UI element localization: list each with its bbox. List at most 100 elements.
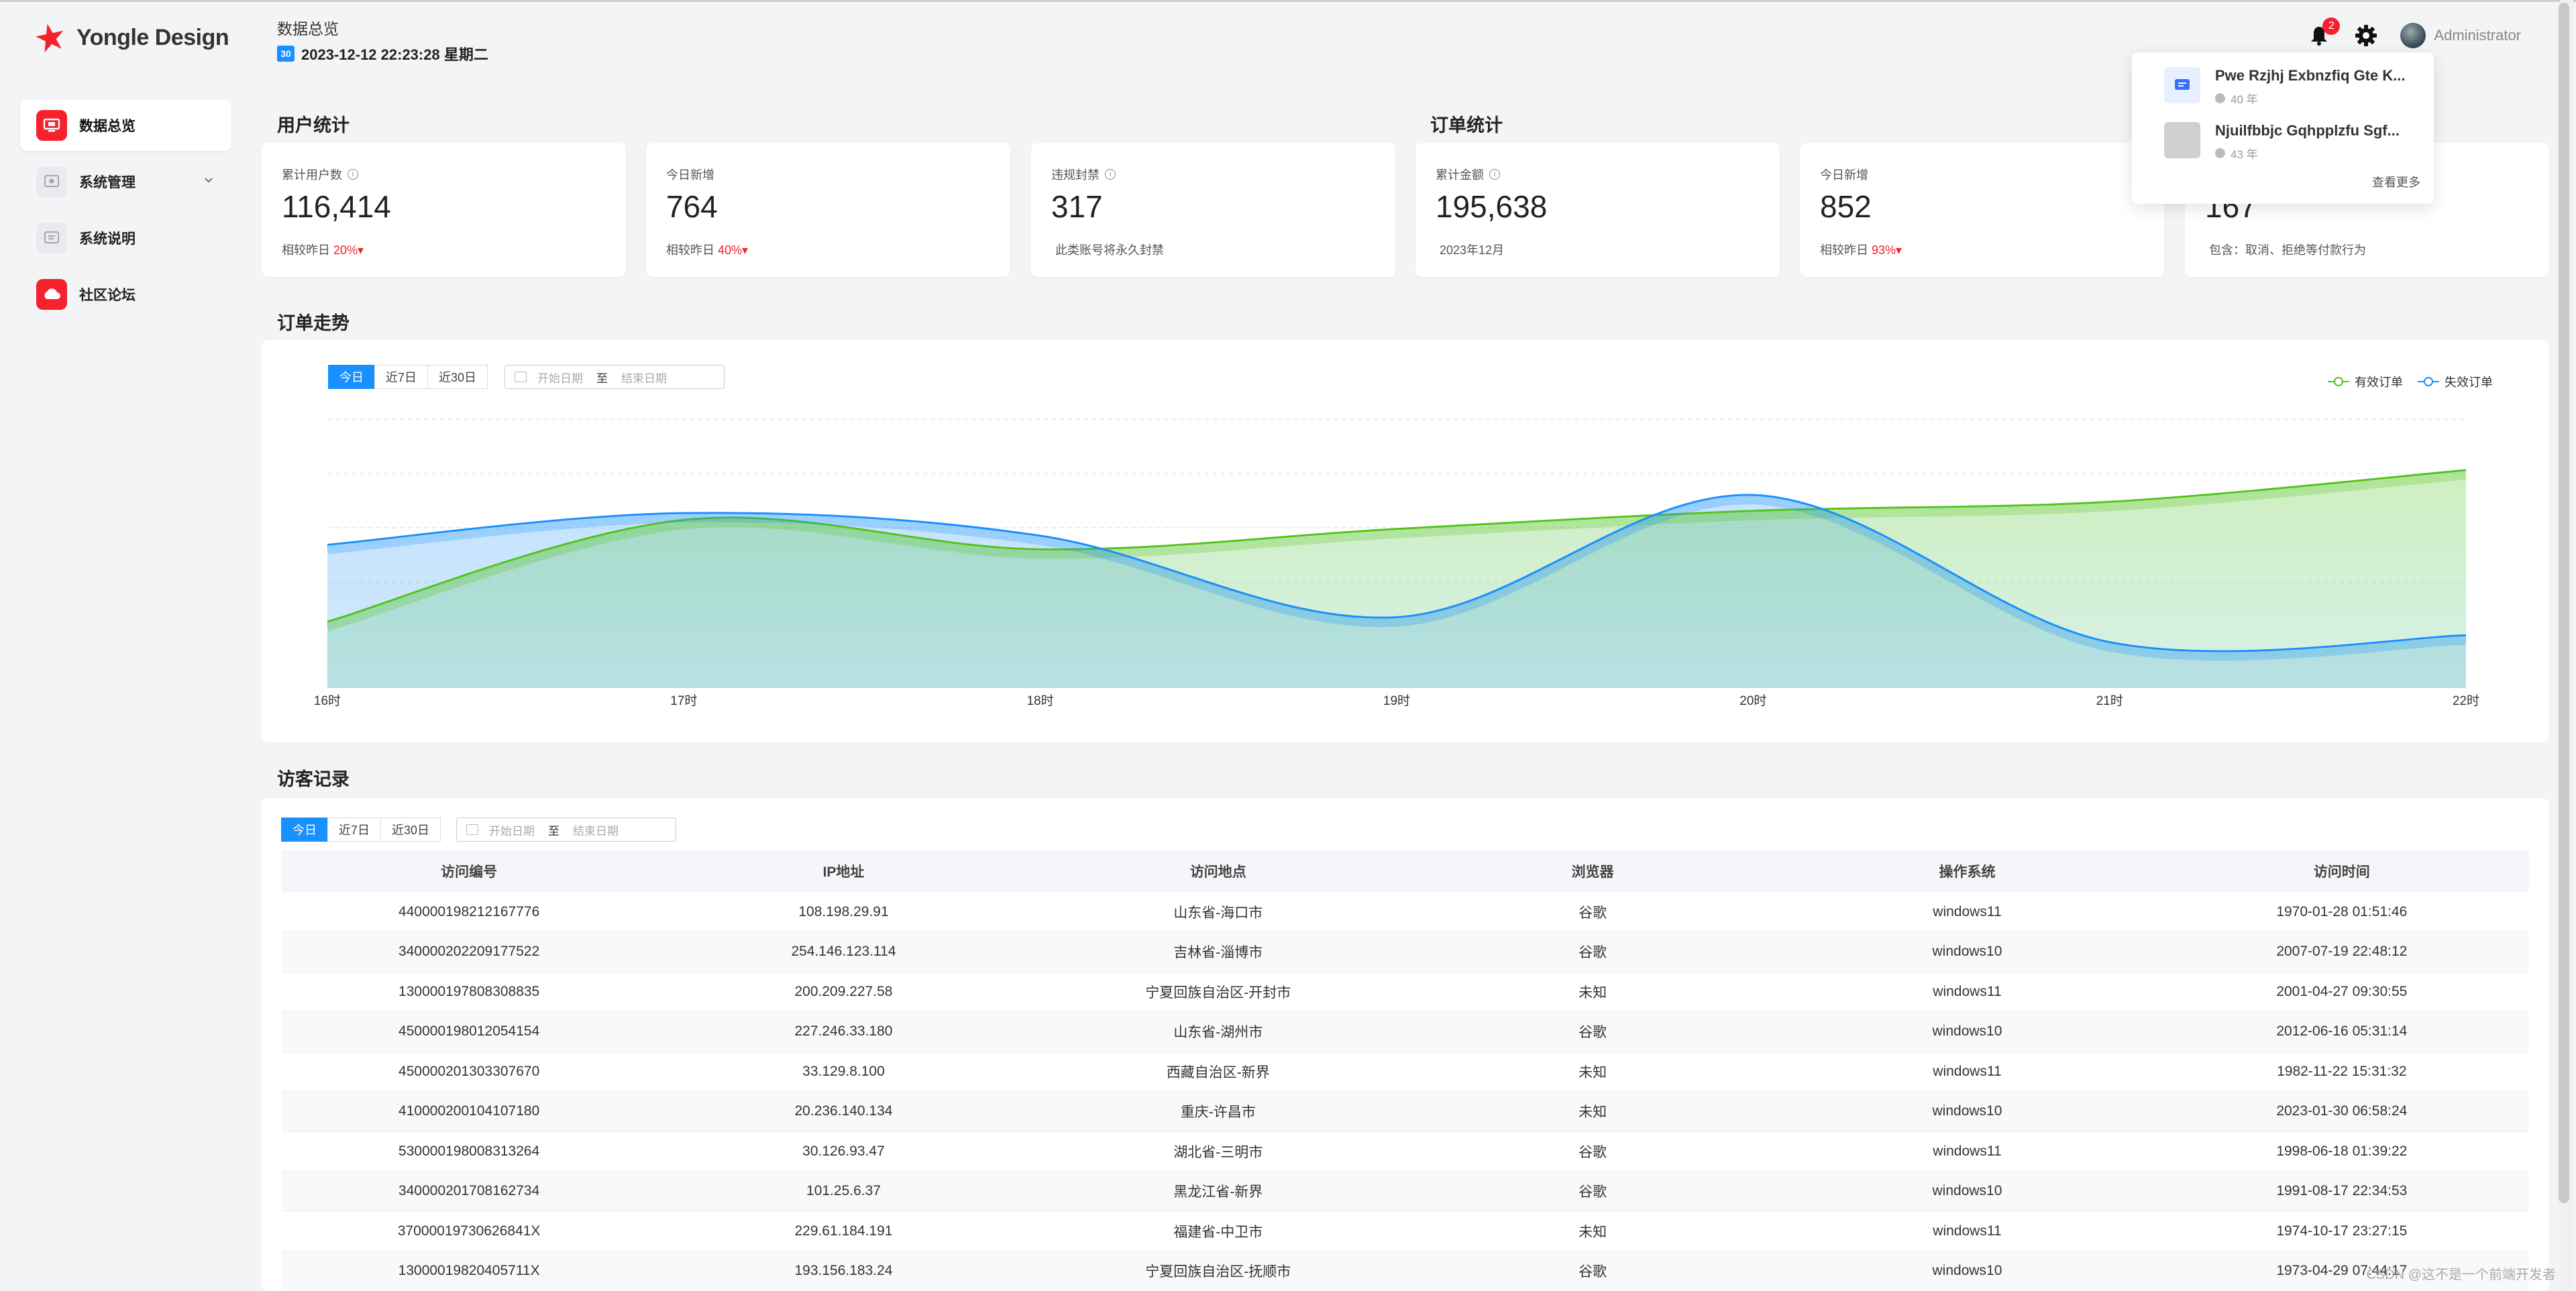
stat-label: 今日新增 [666, 168, 714, 182]
table-cell: 黑龙江省-新界 [1030, 1171, 1405, 1212]
tab-30days[interactable]: 近30日 [380, 818, 441, 842]
end-date-input[interactable]: 结束日期 [621, 372, 667, 385]
stat-label-wrap: 累计用户数 i [282, 166, 358, 183]
stat-change: 93% [1872, 243, 1896, 257]
stat-foot-text: 相较昨日 [1820, 243, 1868, 257]
table-row[interactable]: 530000198008313264 30.126.93.47 湖北省-三明市 谷歌 w… [282, 1131, 2529, 1172]
header-actions: 2 Administrator [2306, 17, 2521, 48]
table-row[interactable]: 340000202209177522 254.146.123.114 吉林省-淄博市… [282, 932, 2529, 972]
stat-value: 116,414 [282, 189, 391, 224]
stat-label: 累计用户数 [282, 168, 342, 182]
stat-foot-text: 相较昨日 [282, 243, 330, 257]
section-title-order-trend: 订单走势 [277, 313, 350, 333]
table-row[interactable]: 450000198012054154 227.246.33.180 山东省-湖州市谷… [282, 1011, 2529, 1052]
section-title-visitors: 访客记录 [277, 769, 350, 789]
table-cell: 530000198008313264 [282, 1131, 657, 1172]
tab-today[interactable]: 今日 [281, 818, 328, 842]
notification-button[interactable]: 2 [2306, 17, 2341, 48]
table-cell: 450000198012054154 [282, 1011, 657, 1052]
info-icon[interactable]: i [1105, 169, 1116, 180]
table-cell: 未知 [1405, 1211, 1780, 1251]
calendar-icon [515, 372, 527, 382]
info-icon[interactable]: i [1489, 169, 1500, 180]
view-more-link[interactable]: 查看更多 [2372, 176, 2420, 189]
table-row[interactable]: 340000201708162734 101.25.6.37 黑龙江省-新界 谷歌 wi… [282, 1171, 2529, 1212]
logo[interactable]: Yongle Design [35, 22, 229, 53]
table-row[interactable]: 440000198212167776 108.198.29.91 山东省-海口市 谷歌… [282, 892, 2529, 932]
table-row[interactable]: 410000200104107180 20.236.140.134 重庆-许昌市 未知… [282, 1091, 2529, 1132]
table-cell: 227.246.33.180 [656, 1011, 1031, 1052]
legend-marker [2328, 377, 2349, 386]
end-date-input[interactable]: 结束日期 [573, 824, 619, 838]
table-cell: 2012-06-16 05:31:14 [2154, 1011, 2529, 1052]
message-icon [2164, 67, 2200, 103]
start-date-input[interactable]: 开始日期 [537, 372, 583, 385]
tab-7days[interactable]: 近7日 [374, 365, 429, 389]
sidebar-item-system-docs[interactable]: 系统说明 [20, 213, 231, 264]
notification-title: Pwe Rzjhj Exbnzfiq Gte K... [2215, 67, 2406, 84]
sidebar: Yongle Design 数据总览 系统管理 系统说明 社区论坛 [0, 2, 252, 1291]
notification-time: 43 年 [2215, 145, 2416, 162]
table-cell: 2001-04-27 09:30:55 [2154, 972, 2529, 1012]
x-tick-label: 21时 [2096, 693, 2123, 708]
scrollbar-thumb[interactable] [2559, 3, 2569, 1203]
tab-7days[interactable]: 近7日 [327, 818, 382, 842]
stat-label-wrap: 累计金额 i [1436, 166, 1500, 183]
table-cell: windows10 [1780, 932, 2155, 972]
notification-item[interactable]: Pwe Rzjhj Exbnzfiq Gte K... 40 年 [2164, 67, 2416, 107]
notification-time-text: 43 年 [2231, 148, 2258, 161]
table-row[interactable]: 13000019820405711X 193.156.183.24 宁夏回族自治区-… [282, 1251, 2529, 1291]
sidebar-item-dashboard[interactable]: 数据总览 [20, 100, 231, 151]
table-cell: windows11 [1780, 1131, 2155, 1172]
table-row[interactable]: 37000019730626841X 229.61.184.191 福建省-中卫市未… [282, 1211, 2529, 1251]
scrollbar[interactable] [2559, 0, 2573, 1291]
table-cell: 2023-01-30 06:58:24 [2154, 1091, 2529, 1132]
stat-foot: 相较昨日 20%▾ [282, 241, 364, 258]
table-row[interactable]: 130000197808308835 200.209.227.58 宁夏回族自治区-… [282, 972, 2529, 1012]
table-cell: 谷歌 [1405, 1251, 1780, 1291]
legend-item-valid[interactable]: 有效订单 [2328, 373, 2403, 390]
legend-marker [2418, 377, 2439, 386]
legend-item-invalid[interactable]: 失效订单 [2418, 373, 2493, 390]
sidebar-item-label: 系统说明 [79, 231, 136, 247]
column-header: 访问地点 [1030, 850, 1405, 892]
stat-label-wrap: 违规封禁 i [1051, 166, 1116, 183]
avatar [2400, 23, 2426, 48]
table-cell: 谷歌 [1405, 932, 1780, 972]
table-cell: windows11 [1780, 892, 2155, 932]
table-header: 访问编号 IP地址 访问地点 浏览器 操作系统 访问时间 [282, 850, 2529, 892]
series-line-shadow [327, 496, 2467, 661]
sidebar-item-community[interactable]: 社区论坛 [20, 269, 231, 320]
table-date-range[interactable]: 开始日期 至 结束日期 [456, 818, 676, 842]
start-date-input[interactable]: 开始日期 [489, 824, 535, 838]
range-separator: 至 [596, 372, 608, 385]
clock-icon [2215, 93, 2225, 103]
chevron-down-icon [205, 178, 213, 183]
table-row[interactable]: 450000201303307670 33.129.8.100 西藏自治区-新界 未知… [282, 1052, 2529, 1092]
column-header: IP地址 [656, 850, 1031, 892]
table-cell: 未知 [1405, 1052, 1780, 1092]
info-icon[interactable]: i [347, 169, 358, 180]
stat-value: 195,638 [1436, 189, 1548, 224]
table-cell: windows11 [1780, 1052, 2155, 1092]
notification-body: Njuilfbbjc Gqhpplzfu Sgf... 43 年 [2215, 122, 2416, 162]
table-cell: 山东省-海口市 [1030, 892, 1405, 932]
notification-item[interactable]: Njuilfbbjc Gqhpplzfu Sgf... 43 年 [2164, 122, 2416, 162]
chart-date-range[interactable]: 开始日期 至 结束日期 [504, 365, 724, 389]
user-menu[interactable]: Administrator [2400, 23, 2521, 48]
table-cell: 254.146.123.114 [656, 932, 1031, 972]
tab-30days[interactable]: 近30日 [427, 365, 488, 389]
table-cell: 20.236.140.134 [656, 1091, 1031, 1132]
sidebar-item-system-management[interactable]: 系统管理 [20, 156, 231, 207]
calendar-icon: 30 [277, 46, 294, 62]
table-cell: 1998-06-18 01:39:22 [2154, 1131, 2529, 1172]
table-body: 440000198212167776 108.198.29.91 山东省-海口市 谷歌… [282, 892, 2529, 1291]
legend-label: 失效订单 [2445, 376, 2493, 389]
chart-range-tabs: 今日 近7日 近30日 [328, 365, 488, 389]
table-cell: 西藏自治区-新界 [1030, 1052, 1405, 1092]
tab-today[interactable]: 今日 [328, 365, 375, 389]
gear-icon[interactable] [2355, 24, 2377, 47]
visitor-table: 访问编号 IP地址 访问地点 浏览器 操作系统 访问时间 4400001982121677… [282, 850, 2529, 1291]
stat-foot: 相较昨日 93%▾ [1820, 241, 1902, 258]
stat-card-banned: 违规封禁 i 317 此类账号将永久封禁 [1031, 143, 1395, 277]
